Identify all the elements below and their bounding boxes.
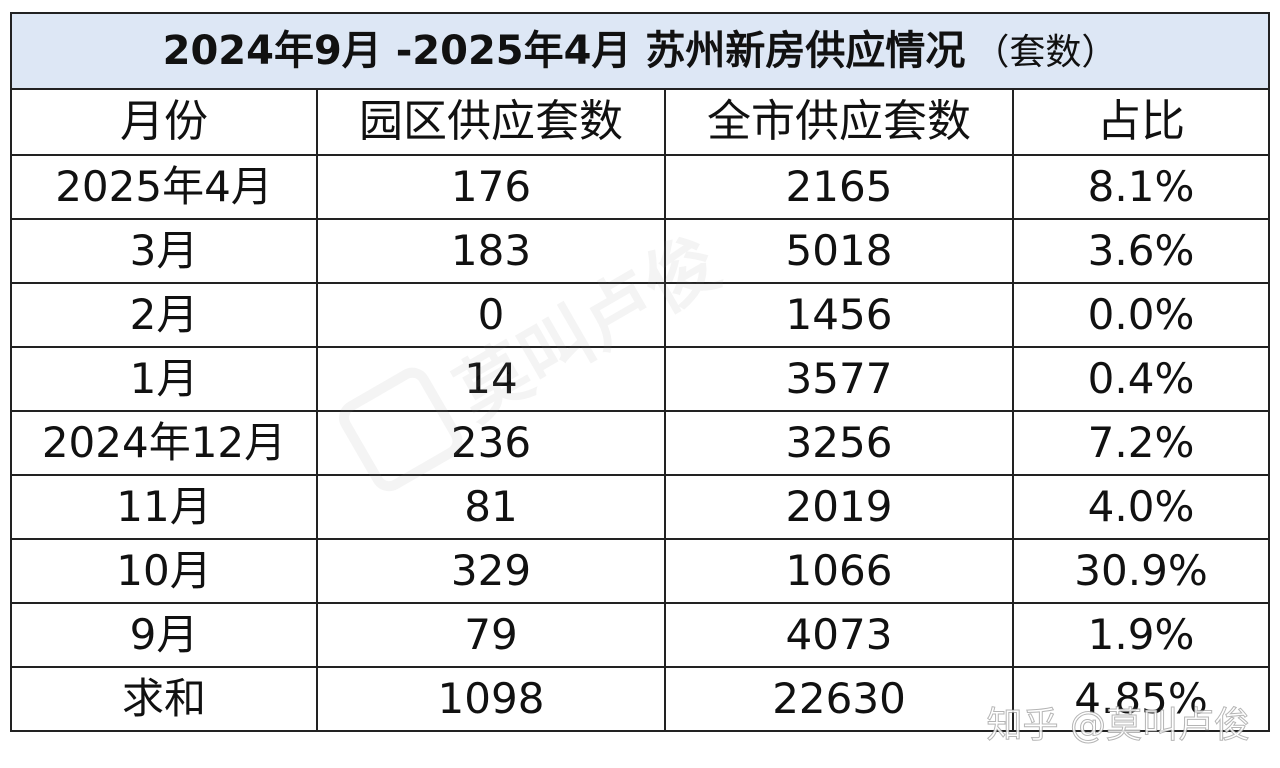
cell-month: 2024年12月 <box>10 410 318 476</box>
cell-city-supply: 22630 <box>664 666 1014 732</box>
supply-table: 2024年9月 -2025年4月 苏州新房供应情况 （套数） 月份 园区供应套数 … <box>9 12 1271 732</box>
cell-park-supply: 1098 <box>316 666 666 732</box>
cell-city-supply: 2165 <box>664 154 1014 220</box>
header-month: 月份 <box>10 88 318 156</box>
cell-park-supply: 183 <box>316 218 666 284</box>
cell-month: 求和 <box>10 666 318 732</box>
cell-park-supply: 81 <box>316 474 666 540</box>
table-row: 11月 81 2019 4.0% <box>10 474 1271 540</box>
cell-ratio: 3.6% <box>1011 218 1271 284</box>
title-row: 2024年9月 -2025年4月 苏州新房供应情况 （套数） <box>9 12 1271 90</box>
cell-month: 2月 <box>10 282 318 348</box>
table-row: 2月 0 1456 0.0% <box>10 282 1271 348</box>
cell-park-supply: 0 <box>316 282 666 348</box>
cell-ratio: 4.0% <box>1011 474 1271 540</box>
cell-city-supply: 4073 <box>664 602 1014 668</box>
cell-park-supply: 79 <box>316 602 666 668</box>
table-row: 2024年12月 236 3256 7.2% <box>10 410 1271 476</box>
table-row: 2025年4月 176 2165 8.1% <box>10 154 1271 220</box>
cell-park-supply: 14 <box>316 346 666 412</box>
cell-month: 9月 <box>10 602 318 668</box>
cell-city-supply: 5018 <box>664 218 1014 284</box>
cell-month: 2025年4月 <box>10 154 318 220</box>
cell-ratio: 4.85% <box>1011 666 1271 732</box>
table-row: 1月 14 3577 0.4% <box>10 346 1271 412</box>
header-park-supply: 园区供应套数 <box>316 88 666 156</box>
header-ratio: 占比 <box>1011 88 1271 156</box>
cell-city-supply: 3256 <box>664 410 1014 476</box>
header-row: 月份 园区供应套数 全市供应套数 占比 <box>10 88 1271 156</box>
cell-city-supply: 3577 <box>664 346 1014 412</box>
cell-ratio: 30.9% <box>1011 538 1271 604</box>
cell-ratio: 0.0% <box>1011 282 1271 348</box>
table-title-unit: （套数） <box>973 32 1118 73</box>
cell-city-supply: 1456 <box>664 282 1014 348</box>
table-row: 10月 329 1066 30.9% <box>10 538 1271 604</box>
cell-city-supply: 1066 <box>664 538 1014 604</box>
cell-ratio: 1.9% <box>1011 602 1271 668</box>
cell-month: 11月 <box>10 474 318 540</box>
table-title-cell: 2024年9月 -2025年4月 苏州新房供应情况 （套数） <box>9 12 1271 90</box>
table-row: 9月 79 4073 1.9% <box>10 602 1271 668</box>
cell-city-supply: 2019 <box>664 474 1014 540</box>
cell-month: 3月 <box>10 218 318 284</box>
header-city-supply: 全市供应套数 <box>664 88 1014 156</box>
cell-park-supply: 176 <box>316 154 666 220</box>
cell-ratio: 8.1% <box>1011 154 1271 220</box>
cell-park-supply: 329 <box>316 538 666 604</box>
table-row-total: 求和 1098 22630 4.85% <box>10 666 1271 732</box>
cell-month: 1月 <box>10 346 318 412</box>
cell-month: 10月 <box>10 538 318 604</box>
table-row: 3月 183 5018 3.6% <box>10 218 1271 284</box>
cell-ratio: 7.2% <box>1011 410 1271 476</box>
table-title: 2024年9月 -2025年4月 苏州新房供应情况 <box>162 28 966 74</box>
cell-ratio: 0.4% <box>1011 346 1271 412</box>
cell-park-supply: 236 <box>316 410 666 476</box>
